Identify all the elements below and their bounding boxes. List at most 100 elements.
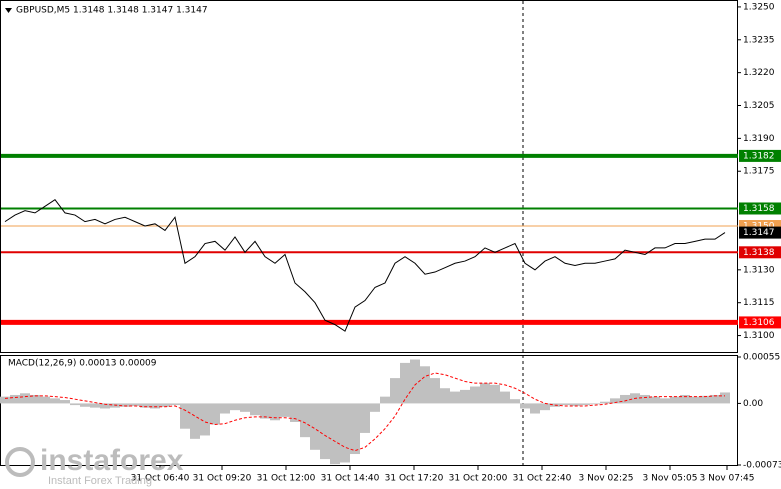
histogram-bar (510, 399, 520, 404)
last-price-label: 1.3147 (743, 228, 775, 238)
x-tick-label: 31 Oct 12:00 (257, 474, 316, 484)
level-label: 1.3138 (743, 248, 775, 258)
last-price-bg (739, 226, 781, 239)
x-tick-label: 3 Nov 07:45 (700, 474, 755, 484)
chart-title: GBPUSD,M5 1.3148 1.3148 1.3147 1.3147 (16, 6, 208, 16)
histogram-bar (180, 403, 190, 429)
histogram-bar (100, 403, 110, 409)
x-tick-label: 31 Oct 14:40 (321, 474, 380, 484)
histogram-bar (230, 403, 240, 411)
histogram-bar (680, 394, 690, 404)
histogram-bar (400, 362, 410, 404)
histogram-bar (480, 383, 490, 404)
x-tick-label: 31 Oct 06:40 (131, 474, 190, 484)
histogram-bar (570, 403, 580, 406)
histogram-bar (560, 403, 570, 406)
histogram-bar (200, 403, 210, 436)
histogram-bar (130, 403, 140, 406)
histogram-bar (500, 391, 510, 404)
level-label-bg (739, 149, 781, 162)
y-tick-label: 1.3235 (743, 35, 775, 45)
histogram-bar (160, 403, 170, 407)
histogram-bar (530, 403, 540, 414)
level-label: 1.3150 (743, 222, 775, 232)
level-label-bg (739, 316, 781, 329)
histogram-bar (380, 396, 390, 404)
histogram-bar (20, 393, 30, 404)
histogram-bar (220, 403, 230, 414)
histogram-bar (490, 384, 500, 404)
histogram-bar (80, 403, 90, 407)
histogram-bar (260, 403, 270, 419)
histogram-bar (440, 388, 450, 404)
level-label: 1.3106 (743, 318, 775, 328)
histogram-bar (170, 403, 180, 406)
histogram-bar (620, 394, 630, 404)
histogram-bar (340, 403, 350, 463)
x-tick-label: 31 Oct 20:00 (449, 474, 508, 484)
histogram-bar (10, 394, 20, 404)
histogram-bar (670, 396, 680, 404)
level-label-bg (739, 202, 781, 215)
histogram-bar (50, 398, 60, 404)
histogram-bar (590, 403, 600, 405)
x-tick-label: 31 Oct 17:20 (385, 474, 444, 484)
x-tick-label: 3 Nov 05:05 (643, 474, 698, 484)
histogram-bar (310, 403, 320, 450)
level-label-bg (739, 246, 781, 259)
y-tick-label: 1.3250 (743, 2, 775, 12)
histogram-bar (540, 403, 550, 411)
menu-icon (5, 8, 12, 13)
y-tick-label: -0.00073 (743, 461, 781, 471)
histogram-bar (610, 398, 620, 404)
y-tick-label: 1.3175 (743, 167, 775, 177)
watermark-tagline: Instant Forex Trading (48, 475, 152, 487)
main-pane (0, 0, 738, 353)
histogram-bar (410, 359, 420, 404)
y-tick-label: 1.3190 (743, 134, 775, 144)
histogram-bar (660, 398, 670, 404)
histogram-bar (60, 400, 70, 404)
watermark-logo (5, 447, 35, 477)
histogram-bar (240, 403, 250, 412)
histogram-bar (360, 403, 370, 433)
histogram-bar (210, 403, 220, 425)
histogram-bar (30, 394, 40, 404)
histogram-bar (190, 403, 200, 439)
histogram-bar (700, 395, 710, 404)
signal-line (4, 372, 725, 452)
x-tick-label: 3 Nov 02:25 (579, 474, 634, 484)
x-tick-label: 31 Oct 22:40 (513, 474, 572, 484)
watermark-brand: instaforex (40, 444, 184, 477)
histogram-bar (250, 403, 260, 416)
histogram-bar (330, 403, 340, 465)
histogram-bar (370, 403, 380, 412)
histogram-bar (290, 403, 300, 422)
histogram-bar (270, 403, 280, 421)
histogram-bar (390, 378, 400, 404)
histogram-bar (320, 403, 330, 460)
histogram-bar (710, 394, 720, 404)
y-tick-label: 1.3220 (743, 68, 775, 78)
histogram-bar (300, 403, 310, 438)
histogram-bar (650, 396, 660, 404)
histogram-bar (580, 403, 590, 406)
histogram-bar (40, 396, 50, 404)
histogram-bar (460, 389, 470, 404)
y-tick-label: 0.00 (743, 399, 763, 409)
histogram-bar (450, 391, 460, 404)
macd-title: MACD(12,26,9) 0.00013 0.00009 (8, 359, 157, 369)
histogram-bar (720, 392, 730, 404)
y-tick-label: 1.3130 (743, 265, 775, 275)
histogram-bar (140, 403, 150, 408)
y-tick-label: 0.00055 (743, 353, 780, 363)
histogram-bar (420, 366, 430, 404)
histogram-bar (280, 403, 290, 417)
y-tick-label: 1.3100 (743, 331, 775, 341)
histogram-bar (520, 403, 530, 409)
price-line (4, 199, 726, 332)
level-label: 1.3182 (743, 151, 775, 161)
histogram-bar (470, 386, 480, 404)
y-tick-label: 1.3205 (743, 101, 775, 111)
